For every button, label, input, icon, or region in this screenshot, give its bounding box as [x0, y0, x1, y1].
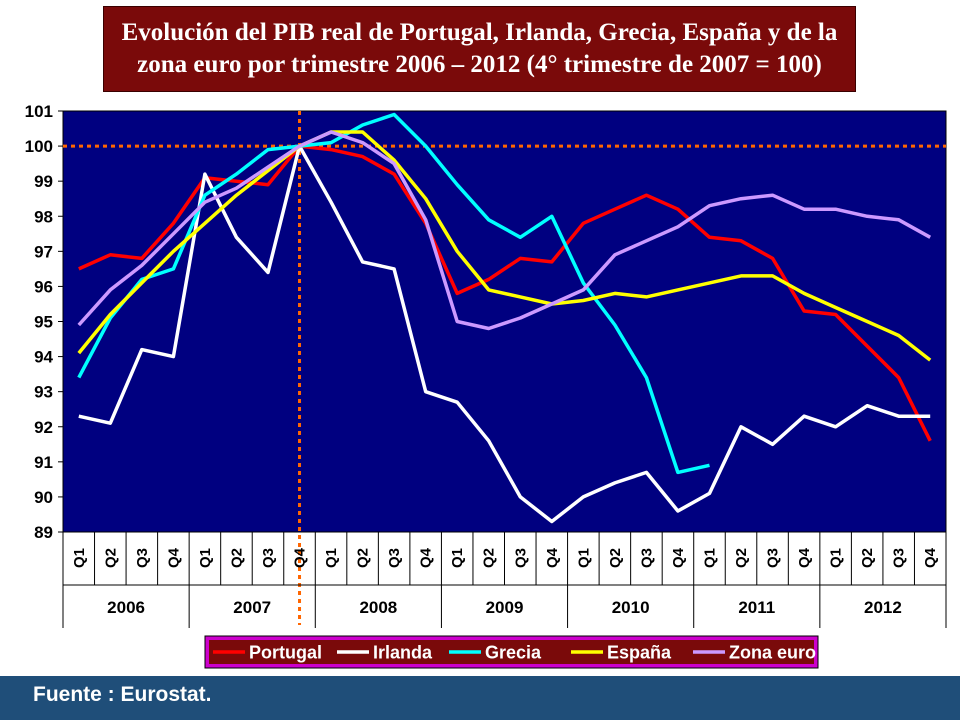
- quarter-label: Q1: [71, 548, 88, 568]
- series-line-grecia: [77, 112, 710, 475]
- year-label: 2007: [233, 598, 271, 617]
- quarter-label: Q4: [670, 547, 687, 568]
- quarter-label: Q3: [512, 548, 529, 568]
- legend-label: Zona euro: [729, 643, 816, 663]
- source-text: Fuente : Eurostat.: [33, 683, 212, 706]
- y-tick-label: 95: [34, 313, 53, 332]
- quarter-label: Q3: [134, 548, 151, 568]
- quarter-label: Q2: [228, 548, 245, 568]
- y-tick-label: 99: [34, 172, 53, 191]
- quarter-label: Q4: [922, 547, 939, 568]
- quarter-label: Q3: [260, 548, 277, 568]
- quarter-label: Q3: [891, 548, 908, 568]
- quarter-label: Q2: [607, 548, 624, 568]
- y-tick-label: 93: [34, 383, 53, 402]
- legend-label: España: [607, 643, 672, 663]
- y-tick-label: 100: [25, 137, 53, 156]
- legend-label: Grecia: [485, 643, 542, 663]
- legend-label: Portugal: [249, 643, 322, 663]
- year-label: 2012: [864, 598, 902, 617]
- quarter-label: Q3: [386, 548, 403, 568]
- quarter-label: Q1: [323, 548, 340, 568]
- chart-title-box: Evolución del PIB real de Portugal, Irla…: [103, 6, 856, 92]
- quarter-label: Q4: [292, 547, 309, 568]
- quarter-label: Q2: [859, 548, 876, 568]
- y-tick-label: 92: [34, 418, 53, 437]
- chart-title-line-2: zona euro por trimestre 2006 – 2012 (4° …: [137, 51, 822, 78]
- legend-label: Irlanda: [373, 643, 433, 663]
- quarter-label: Q1: [828, 548, 845, 568]
- source-footer: Fuente : Eurostat.: [0, 676, 960, 720]
- quarter-label: Q1: [197, 548, 214, 568]
- y-tick-label: 98: [34, 207, 53, 226]
- series-line-irlanda: [78, 144, 931, 524]
- year-label: 2011: [738, 598, 775, 617]
- y-tick-label: 97: [34, 242, 53, 261]
- series-line-zona-euro: [77, 130, 932, 331]
- y-tick-label: 96: [34, 277, 53, 296]
- quarter-label: Q1: [575, 548, 592, 568]
- series-line-españa: [77, 130, 932, 362]
- y-tick-label: 91: [34, 453, 53, 472]
- quarter-label: Q4: [418, 547, 435, 568]
- quarter-label: Q4: [165, 547, 182, 568]
- quarter-label: Q2: [733, 548, 750, 568]
- quarter-label: Q1: [701, 548, 718, 568]
- year-label: 2006: [107, 598, 145, 617]
- year-label: 2010: [612, 598, 650, 617]
- year-label: 2008: [359, 598, 397, 617]
- quarter-label: Q3: [765, 548, 782, 568]
- quarter-label: Q2: [481, 548, 498, 568]
- y-tick-label: 89: [34, 523, 53, 542]
- quarter-label: Q1: [449, 548, 466, 568]
- quarter-label: Q4: [544, 547, 561, 568]
- y-tick-label: 90: [34, 488, 53, 507]
- gdp-line-chart: 89 90 91 92 93 94 95 96 97 98 99 100 101 Q1 Q2 Q3 Q4 Q1 Q2…: [25, 102, 947, 669]
- year-label: 2009: [486, 598, 524, 617]
- quarter-label: Q4: [796, 547, 813, 568]
- quarter-label: Q3: [638, 548, 655, 568]
- chart-title-line-1: Evolución del PIB real de Portugal, Irla…: [121, 19, 838, 46]
- y-tick-label: 94: [34, 348, 53, 367]
- y-tick-label: 101: [25, 102, 53, 121]
- quarter-label: Q2: [102, 548, 119, 568]
- quarter-label: Q2: [355, 548, 372, 568]
